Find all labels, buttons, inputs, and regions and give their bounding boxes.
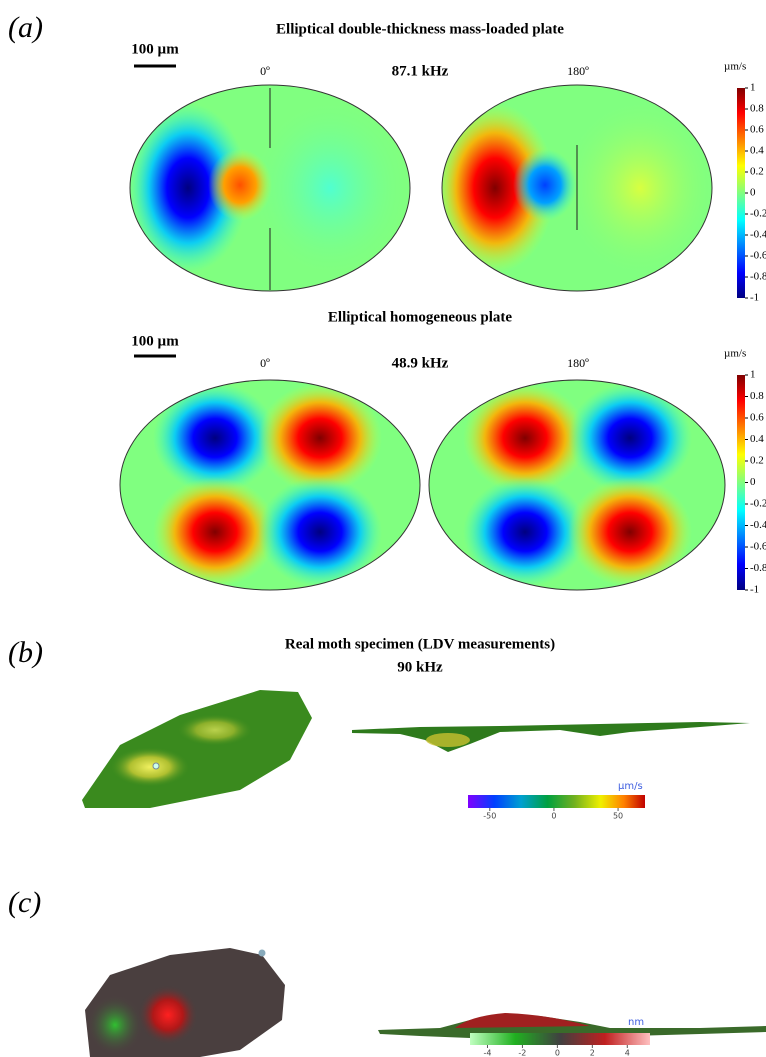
colorbar-unit: µm/s	[724, 348, 746, 360]
colorbar-tick-label: 0	[555, 1049, 560, 1057]
colorbar-tick-label: 0.2	[750, 166, 764, 178]
colorbar	[468, 795, 645, 808]
colorbar-tick-label: 0	[750, 476, 756, 488]
colorbar-tick-label: 0.6	[750, 412, 764, 424]
specimen-side-view	[352, 722, 750, 752]
plot-title: Elliptical homogeneous plate	[328, 309, 513, 325]
colorbar	[737, 88, 745, 298]
field-blob	[208, 149, 272, 221]
colorbar-unit: nm	[628, 1017, 644, 1028]
figure: (a) Elliptical double-thickness mass-loa…	[0, 0, 766, 1057]
colorbar-unit: µm/s	[618, 781, 643, 792]
scale-bar-label: 100 µm	[131, 41, 179, 57]
colorbar-tick-label: -0.2	[750, 498, 766, 510]
panel-label: (b)	[8, 636, 43, 669]
colorbar-tick-label: 0.4	[750, 433, 764, 445]
field-blob	[258, 383, 382, 493]
frequency: 87.1 kHz	[392, 63, 449, 79]
colorbar-tick-label: -1	[750, 584, 759, 596]
plate-field	[110, 370, 430, 600]
response-spot	[110, 747, 190, 787]
colorbar-tick-label: 50	[613, 812, 623, 821]
colorbar-tick-label: -0.2	[750, 208, 766, 220]
colorbar-tick-label: 0.8	[750, 103, 764, 115]
colorbar-tick-label: 4	[625, 1049, 630, 1057]
field-blob	[560, 98, 720, 278]
specimen-top-view	[82, 690, 312, 808]
colorbar-tick-label: 1	[750, 369, 756, 381]
response-spot	[177, 714, 253, 746]
field-blob	[568, 477, 692, 587]
marker	[259, 950, 266, 957]
response-spot	[138, 985, 198, 1045]
response-spot	[426, 733, 470, 747]
angle-label: 0º	[260, 64, 270, 78]
colorbar	[737, 375, 745, 590]
colorbar-tick-label: 0	[750, 187, 756, 199]
angle-label: 0º	[260, 356, 270, 370]
colorbar-tick-label: -0.4	[750, 229, 766, 241]
colorbar-tick-label: -0.4	[750, 519, 766, 531]
colorbar-tick-label: 1	[750, 82, 756, 94]
field-blob	[513, 149, 577, 221]
scale-bar-label: 100 µm	[131, 333, 179, 349]
colorbar-unit: µm/s	[724, 61, 746, 73]
field-blob	[250, 98, 410, 278]
plot-title: Real moth specimen (LDV measurements)	[285, 636, 555, 652]
colorbar-tick-label: -4	[483, 1049, 491, 1057]
response-spot	[87, 995, 143, 1055]
colorbar	[470, 1033, 650, 1045]
mode-shape	[420, 370, 730, 600]
colorbar-tick-label: -0.8	[750, 562, 766, 574]
panel-label: (a)	[8, 11, 43, 44]
angle-label: 180º	[567, 64, 589, 78]
colorbar-tick-label: 0.2	[750, 455, 764, 467]
plot-title: Elliptical double-thickness mass-loaded …	[276, 21, 564, 37]
frequency: 90 kHz	[397, 659, 443, 675]
frequency: 48.9 kHz	[392, 355, 449, 371]
field-blob	[258, 477, 382, 587]
plate-field	[420, 370, 730, 600]
colorbar-tick-label: -0.6	[750, 541, 766, 553]
colorbar-tick-label: -2	[518, 1049, 526, 1057]
colorbar-tick-label: -0.6	[750, 250, 766, 262]
colorbar-tick-label: 0.4	[750, 145, 764, 157]
colorbar-tick-label: 0.6	[750, 124, 764, 136]
colorbar-tick-label: 0	[551, 812, 556, 821]
field-blob	[568, 383, 692, 493]
panel-label: (c)	[8, 886, 41, 919]
mode-shape	[110, 370, 430, 600]
colorbar-tick-label: -0.8	[750, 271, 766, 283]
colorbar-tick-label: 0.8	[750, 390, 764, 402]
marker	[153, 763, 159, 769]
colorbar-tick-label: -50	[483, 812, 496, 821]
colorbar-tick-label: -1	[750, 292, 759, 304]
angle-label: 180º	[567, 356, 589, 370]
colorbar-tick-label: 2	[590, 1049, 595, 1057]
